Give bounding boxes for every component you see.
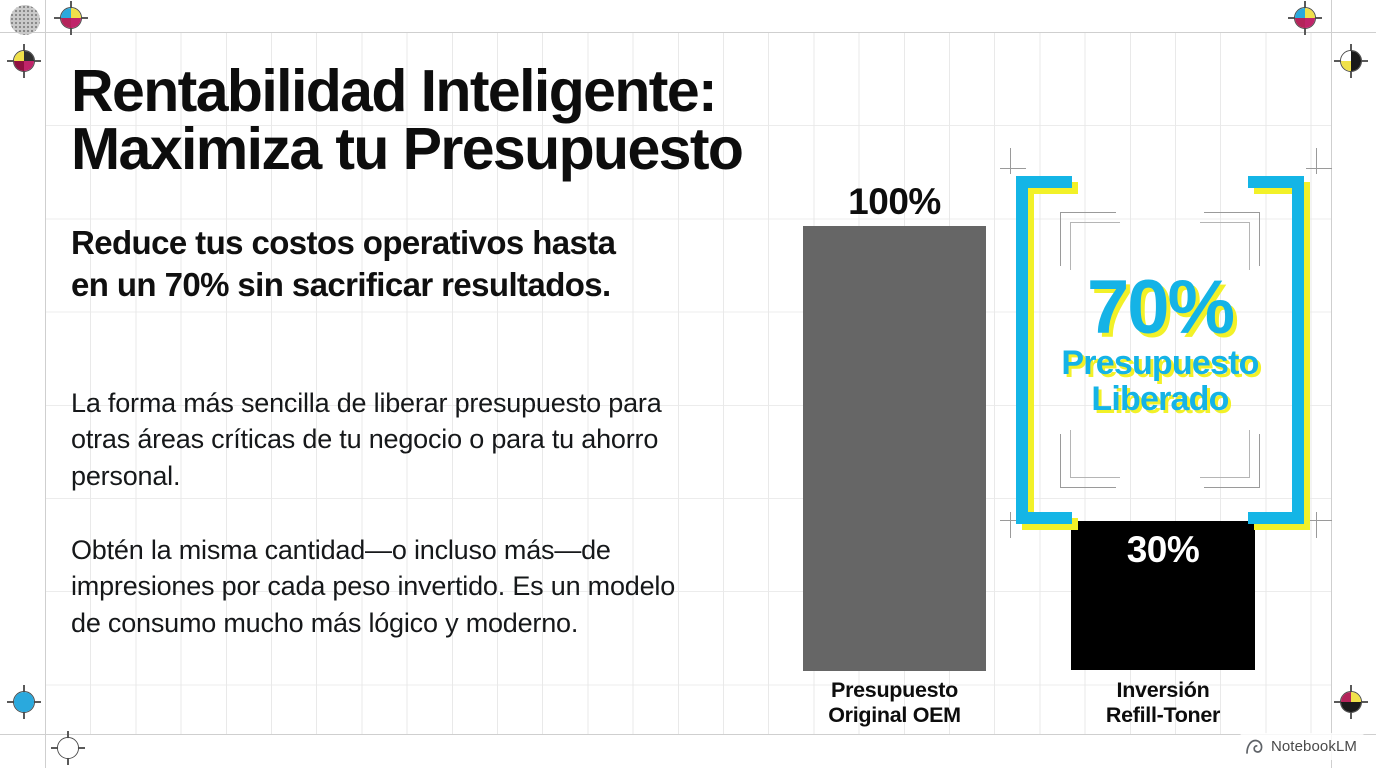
inner-corner-2-top-left [1070,222,1120,270]
inner-corner-bottom-left [1060,434,1116,488]
crop-tick-top-right-h [1306,168,1332,170]
registration-mark-bottom-left-inner [51,731,85,765]
inner-corner-bottom-right [1204,434,1260,488]
guide-line-top [0,32,1376,33]
bar-presupuesto-original-oem [803,226,986,671]
crop-tick-bottom-left-v [1010,512,1012,538]
halftone-density-dot [10,5,40,35]
registration-mark-bottom-right-outer [1334,685,1368,719]
inner-corner-2-top-right [1200,222,1250,270]
guide-line-left [45,0,46,768]
body-paragraph-2: Obtén la misma cantidad—o incluso más—de… [71,535,676,638]
bar-inversion-refill-toner [1071,521,1255,670]
guide-line-bottom [0,734,1376,735]
inner-corner-top-left [1060,212,1116,266]
callout-percent: 70% [1086,265,1235,350]
callout-text-block: 70% Presupuesto Liberado [1016,265,1304,418]
crop-tick-bottom-right-v [1316,512,1318,538]
crop-tick-top-right-v [1316,148,1318,174]
notebooklm-spiral-icon [1245,739,1264,754]
notebooklm-label: NotebookLM [1270,738,1357,755]
bar-value-label-refill: 30% [1126,529,1200,570]
inner-corner-2-bottom-right [1200,430,1250,478]
savings-callout: 70% Presupuesto Liberado [1016,176,1310,530]
bracket-accent-layer [1016,176,1304,524]
registration-mark-top-left-inner [7,44,41,78]
callout-caption: Presupuesto Liberado [1061,344,1259,418]
registration-mark-bottom-left-outer [7,685,41,719]
notebooklm-watermark: NotebookLM [1237,733,1366,760]
subheadline: Reduce tus costos operativos hasta en un… [71,224,616,304]
registration-mark-top-right-inner [1334,44,1368,78]
registration-mark-top-left-outer [54,1,88,35]
inner-corner-top-right [1204,212,1260,266]
crop-tick-top-left-v [1010,148,1012,174]
crop-tick-bottom-left-h [1000,520,1026,522]
bar-value-label-oem: 100% [848,181,941,222]
inner-corner-2-bottom-left [1070,430,1120,478]
bar-category-label-oem: Presupuesto Original OEM [828,678,961,727]
page-title: Rentabilidad Inteligente: Maximiza tu Pr… [71,58,744,183]
crop-tick-top-left-h [1000,168,1026,170]
registration-mark-top-right-outer [1288,1,1322,35]
body-paragraph-1: La forma más sencilla de liberar presupu… [71,388,662,491]
crop-tick-bottom-right-h [1306,520,1332,522]
guide-line-right [1331,0,1332,768]
bar-category-label-refill: Inversión Refill-Toner [1105,678,1221,727]
